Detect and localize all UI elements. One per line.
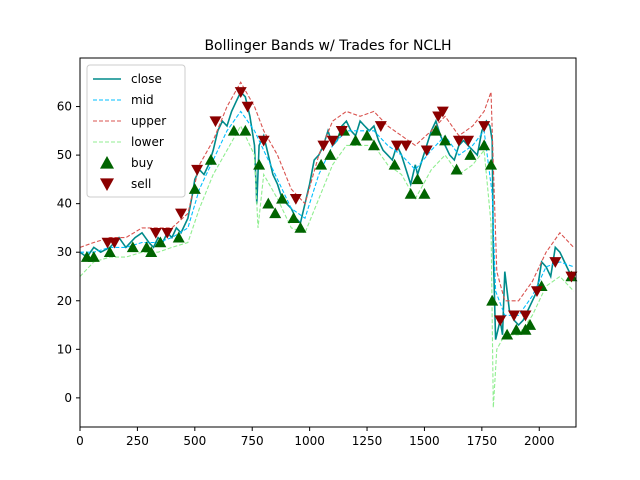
y-axis: 0 10 20 30 40 50 60	[57, 100, 80, 405]
x-tick-label: 2000	[524, 434, 555, 448]
sell-marker	[549, 257, 562, 268]
y-tick-label: 10	[57, 342, 72, 356]
series-line-lower	[80, 124, 575, 408]
x-tick-label: 500	[183, 434, 206, 448]
sell-marker	[335, 126, 348, 137]
x-axis: 0 250 500 750 1000 1250 1500 1750 2000	[76, 427, 555, 448]
buy-marker	[253, 158, 266, 170]
buy-marker	[510, 323, 523, 335]
buy-marker	[324, 149, 337, 160]
sell-marker	[530, 286, 543, 298]
sell-marker	[420, 145, 433, 157]
chart-title: Bollinger Bands w/ Trades for NCLH	[204, 38, 451, 54]
sell-marker	[234, 87, 247, 98]
y-tick-label: 50	[57, 148, 72, 162]
sell-marker	[400, 140, 413, 152]
sell-marker	[175, 208, 188, 220]
sell-marker	[161, 227, 174, 239]
y-tick-label: 30	[57, 245, 72, 259]
legend-label-lower: lower	[131, 135, 164, 149]
buy-marker	[239, 124, 252, 136]
buy-marker	[287, 212, 300, 224]
series-line-mid	[80, 110, 574, 316]
sell-marker	[149, 227, 162, 239]
buy-marker	[294, 221, 307, 233]
buy-marker	[450, 163, 463, 175]
x-tick-label: 1250	[352, 434, 383, 448]
legend-swatch-buy	[100, 156, 114, 169]
sell-marker	[565, 271, 578, 283]
sell-marker	[108, 237, 121, 249]
legend-box	[86, 64, 186, 198]
buy-marker	[367, 139, 380, 151]
sell-marker	[289, 194, 302, 205]
series-line-close	[80, 90, 575, 340]
y-tick-label: 40	[57, 197, 72, 211]
buy-marker	[361, 129, 374, 141]
buy-marker	[478, 139, 491, 151]
sell-marker	[519, 310, 532, 322]
legend-label-sell: sell	[131, 177, 151, 191]
sell-marker	[209, 116, 222, 128]
series-line-upper	[80, 81, 575, 302]
sell-marker	[191, 164, 204, 176]
buy-marker	[404, 187, 417, 199]
buy-marker	[501, 328, 514, 340]
y-tick-label: 20	[57, 294, 72, 308]
buy-marker	[204, 153, 217, 165]
buy-marker	[126, 241, 139, 253]
plot-frame	[79, 57, 577, 428]
y-tick-label: 0	[64, 391, 72, 405]
buy-marker	[418, 187, 431, 199]
legend-label-close: close	[131, 72, 162, 86]
buy-marker	[524, 319, 537, 330]
sell-marker	[494, 315, 507, 327]
buy-marker	[269, 207, 282, 219]
sell-marker	[436, 106, 449, 118]
sell-marker	[508, 310, 520, 322]
buy-marker	[429, 124, 442, 136]
sell-marker	[241, 101, 254, 113]
buy-marker	[349, 134, 362, 146]
y-tick-label: 60	[57, 100, 72, 114]
buy-marker	[411, 173, 424, 185]
buy-marker	[388, 158, 401, 170]
sell-marker	[478, 121, 491, 132]
buy-marker	[439, 134, 452, 146]
buy-marker	[227, 124, 240, 136]
sell-marker	[452, 135, 465, 147]
buy-marker	[485, 158, 498, 170]
x-tick-label: 250	[126, 434, 149, 448]
sell-marker	[317, 140, 330, 152]
sell-marker	[374, 121, 387, 132]
x-tick-label: 1000	[294, 434, 325, 448]
x-tick-label: 1750	[467, 434, 498, 448]
legend-label-upper: upper	[131, 114, 166, 128]
x-tick-label: 750	[241, 434, 264, 448]
legend-swatch-sell	[100, 178, 114, 191]
legend-label-mid: mid	[131, 93, 154, 107]
x-tick-label: 1500	[409, 434, 440, 448]
marker-layer	[80, 87, 578, 340]
buy-marker	[464, 149, 477, 160]
buy-marker	[172, 231, 185, 243]
buy-marker	[188, 183, 201, 194]
legend-label-buy: buy	[131, 156, 153, 170]
buy-marker	[276, 192, 289, 204]
series-layer	[80, 81, 575, 408]
buy-marker	[262, 197, 275, 209]
legend: close mid upper lower buy sell	[86, 64, 186, 198]
buy-marker	[87, 251, 100, 262]
buy-marker	[145, 246, 158, 258]
sell-marker	[390, 140, 403, 152]
buy-marker	[103, 246, 116, 258]
x-tick-label: 0	[76, 434, 84, 448]
sell-marker	[326, 135, 339, 147]
sell-marker	[462, 135, 475, 147]
buy-marker	[486, 294, 499, 306]
sell-marker	[257, 135, 270, 147]
buy-marker	[154, 236, 167, 248]
buy-marker	[315, 158, 328, 170]
